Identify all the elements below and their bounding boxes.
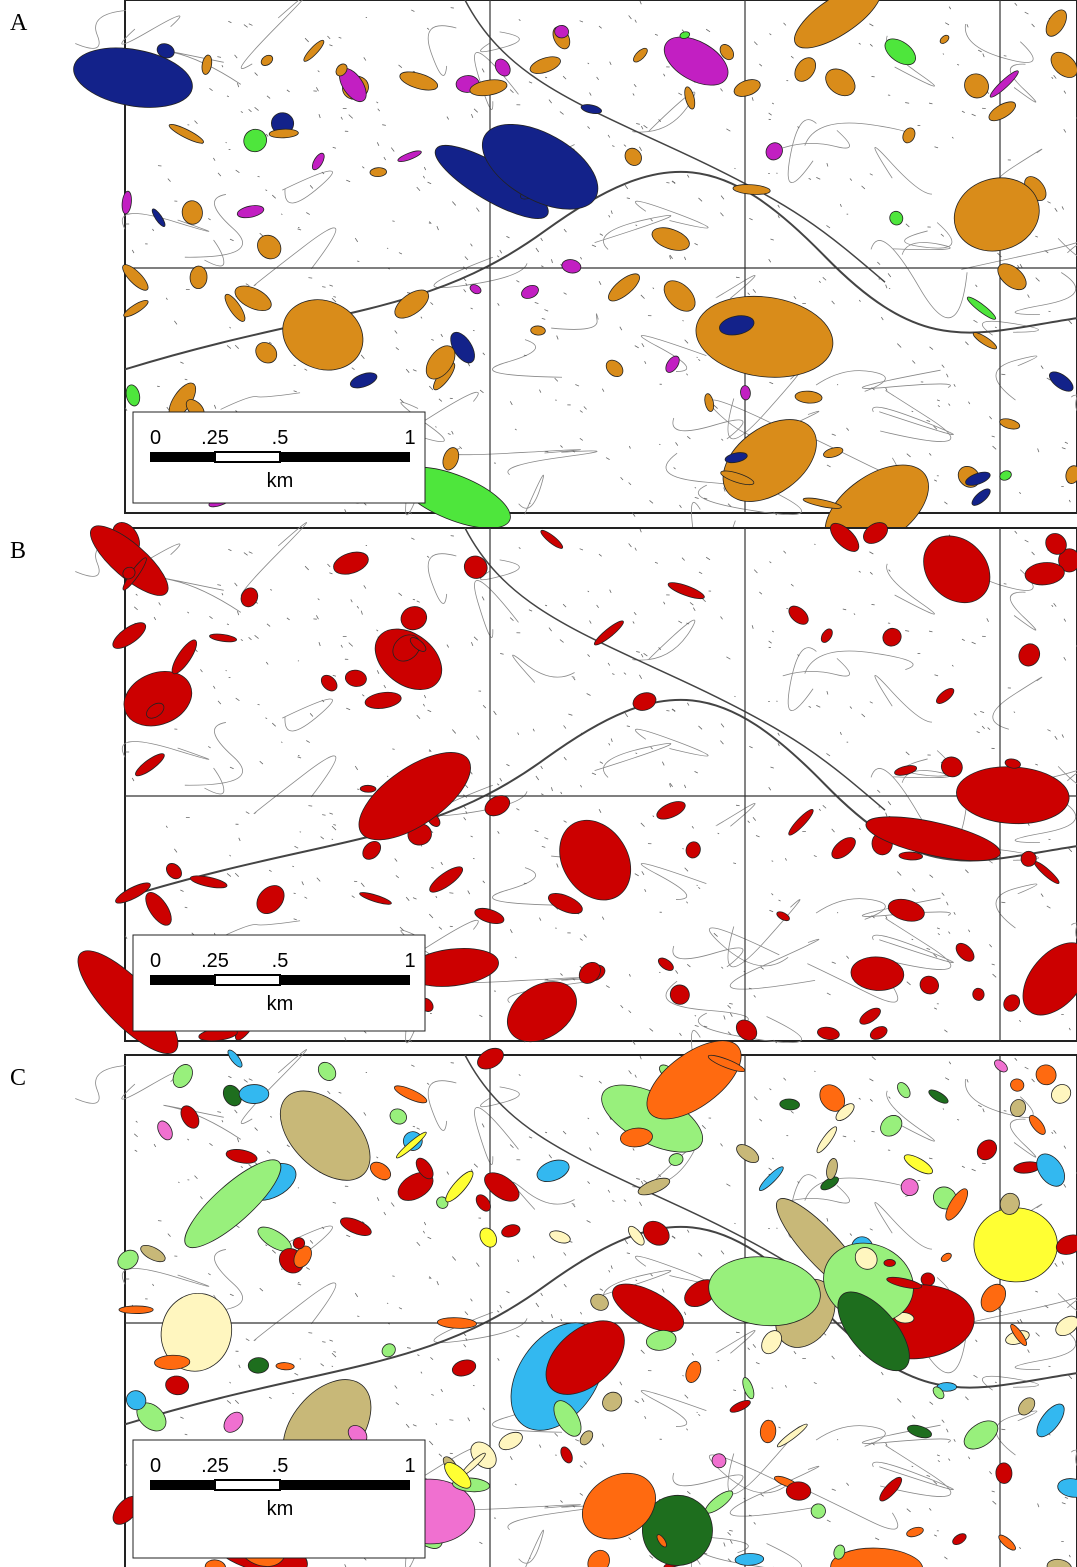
scale-tick-label: .5 [272,427,289,449]
map-symbol [734,1223,735,1224]
scale-segment [280,975,410,985]
scale-tick-label: 1 [404,1455,415,1477]
panel-label: C [10,1065,26,1091]
scale-unit: km [267,470,294,492]
map-panel: 0 .25 .5 1 km [75,1026,1077,1567]
scale-segment [150,1480,215,1490]
scale-unit: km [267,1498,294,1520]
figure: 0 .25 .5 1 km A 0 .25 .5 1 km B 0 .25 .5 1 km C [0,0,1077,1567]
scale-segment [215,975,280,985]
map-symbol [1001,374,1005,375]
scale-tick-label: .25 [201,427,229,449]
map-symbol [1004,584,1007,585]
landslide-area [921,1273,935,1286]
panel-label: A [10,10,28,36]
map-symbol [666,182,669,183]
map-symbol [1001,1429,1005,1430]
map-symbol [682,848,683,849]
landslide-area [360,785,376,792]
map-symbol [1004,56,1007,57]
scale-segment [280,452,410,462]
map-symbol [682,320,683,321]
map-symbol [734,696,735,697]
landslide-area [119,1306,153,1314]
landslide-area [239,1084,269,1103]
contour-line [75,1066,126,1104]
scale-tick-label: 1 [404,950,415,972]
scale-segment [150,452,215,462]
scale-tick-label: .25 [201,950,229,972]
scale-tick-label: 0 [150,950,161,972]
scale-tick-label: .5 [272,950,289,972]
map-symbol [524,355,527,356]
scale-tick-label: .25 [201,1455,229,1477]
scale-bar: 0 .25 .5 1 km [133,935,425,1031]
map-panel: 0 .25 .5 1 km [64,516,1077,1100]
map-symbol [1004,1111,1007,1112]
scale-bar: 0 .25 .5 1 km [133,1440,425,1558]
scale-segment [215,1480,280,1490]
map-symbol [666,710,669,711]
scale-segment [280,1480,410,1490]
scale-segment [215,452,280,462]
scale-tick-label: 0 [150,1455,161,1477]
scale-segment [150,975,215,985]
landslide-area [248,1357,269,1373]
scale-unit: km [267,993,294,1015]
map-symbol [682,1375,683,1376]
scale-bar: 0 .25 .5 1 km [133,412,425,503]
panel-label: B [10,538,26,564]
map-symbol [449,1420,453,1421]
landslide-area [995,1463,1012,1484]
map-symbol [449,893,453,894]
scale-tick-label: 1 [404,427,415,449]
scale-tick-label: 0 [150,427,161,449]
map-symbol [524,883,527,884]
contour-line [75,11,126,49]
landslide-area [884,1259,896,1266]
map-panel: 0 .25 .5 1 km [69,0,1077,572]
map-symbol [734,168,735,169]
map-symbol [1001,902,1005,903]
scale-tick-label: .5 [272,1455,289,1477]
